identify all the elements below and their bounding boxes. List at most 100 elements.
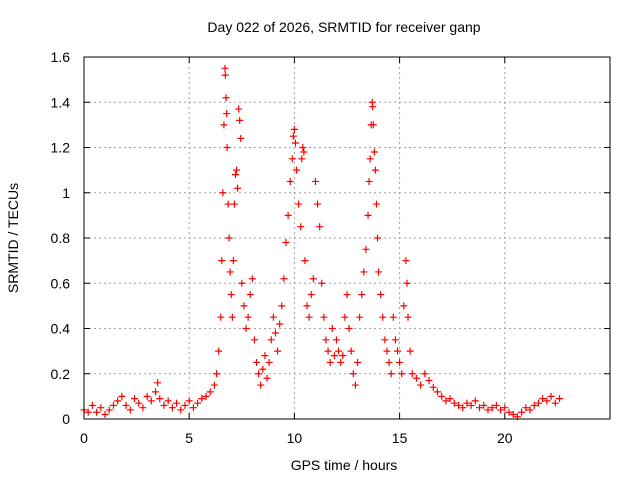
data-point <box>238 279 246 287</box>
data-point <box>429 383 437 391</box>
data-point <box>240 302 248 310</box>
data-point <box>222 94 230 102</box>
x-tick-label: 10 <box>287 430 303 446</box>
data-point <box>265 358 273 366</box>
data-point <box>335 347 343 355</box>
data-point <box>177 406 185 414</box>
data-point <box>88 401 96 409</box>
data-point <box>379 313 387 321</box>
data-point <box>324 347 332 355</box>
data-point <box>316 223 324 231</box>
data-point <box>551 399 559 407</box>
data-point <box>330 352 338 360</box>
data-point <box>185 397 193 405</box>
data-point <box>476 404 484 412</box>
data-point <box>118 392 126 400</box>
data-point <box>518 408 526 416</box>
y-tick-label: 0.2 <box>51 366 71 382</box>
data-point <box>459 404 467 412</box>
data-point <box>370 148 378 156</box>
data-point <box>347 347 355 355</box>
data-point <box>263 374 271 382</box>
data-point <box>269 313 277 321</box>
data-point <box>369 103 377 111</box>
data-point <box>360 268 368 276</box>
data-point <box>229 257 237 265</box>
data-point <box>230 200 238 208</box>
data-point <box>351 381 359 389</box>
data-point <box>543 397 551 405</box>
data-point <box>271 329 279 337</box>
data-point <box>246 291 254 299</box>
data-point <box>307 291 315 299</box>
data-point <box>105 406 113 414</box>
chart-title: Day 022 of 2026, SRMTID for receiver gan… <box>207 19 480 35</box>
data-point <box>303 302 311 310</box>
data-point <box>421 370 429 378</box>
data-point <box>374 234 382 242</box>
data-point <box>227 291 235 299</box>
data-point <box>375 268 383 276</box>
data-point <box>369 121 377 129</box>
data-point <box>337 358 345 366</box>
data-point <box>237 134 245 142</box>
x-axis-label: GPS time / hours <box>291 457 398 473</box>
x-tick-label: 5 <box>185 430 193 446</box>
data-point <box>284 211 292 219</box>
data-point <box>332 336 340 344</box>
data-point <box>393 347 401 355</box>
data-point <box>389 313 397 321</box>
y-tick-label: 1.2 <box>51 140 71 156</box>
data-point <box>261 352 269 360</box>
data-point <box>206 388 214 396</box>
data-point <box>233 166 241 174</box>
data-point <box>372 200 380 208</box>
data-point <box>314 200 322 208</box>
data-point <box>295 200 303 208</box>
data-point <box>322 336 330 344</box>
data-point <box>381 336 389 344</box>
data-point <box>403 279 411 287</box>
data-point <box>168 404 176 412</box>
data-point <box>189 404 197 412</box>
data-point <box>328 325 336 332</box>
data-point <box>250 336 258 344</box>
data-point <box>402 257 410 265</box>
data-point <box>223 110 231 118</box>
data-point <box>217 313 225 321</box>
data-point <box>488 404 496 412</box>
data-point <box>173 399 181 407</box>
data-point <box>366 155 374 163</box>
data-point <box>235 105 243 113</box>
data-point <box>84 408 92 416</box>
data-point <box>109 401 117 409</box>
y-tick-label: 1 <box>62 185 70 201</box>
data-point <box>194 399 202 407</box>
data-point <box>248 275 256 283</box>
data-point <box>547 392 555 400</box>
data-point <box>345 325 353 332</box>
data-point <box>259 365 267 373</box>
data-point <box>236 116 244 124</box>
data-point <box>276 320 284 328</box>
data-point <box>156 395 164 403</box>
data-point <box>354 358 362 366</box>
data-point <box>522 404 530 412</box>
data-point <box>218 257 226 265</box>
data-point <box>509 410 517 418</box>
data-point <box>365 177 373 185</box>
data-point <box>242 325 250 332</box>
data-point <box>286 177 294 185</box>
data-point <box>362 245 370 253</box>
grid <box>84 57 610 419</box>
data-point <box>320 313 328 321</box>
data-point <box>224 200 232 208</box>
data-point <box>97 404 105 412</box>
data-point <box>274 347 282 355</box>
data-point <box>404 313 412 321</box>
data-point <box>215 347 223 355</box>
y-tick-label: 0 <box>62 411 70 427</box>
data-point <box>326 358 334 366</box>
data-point <box>221 71 229 79</box>
